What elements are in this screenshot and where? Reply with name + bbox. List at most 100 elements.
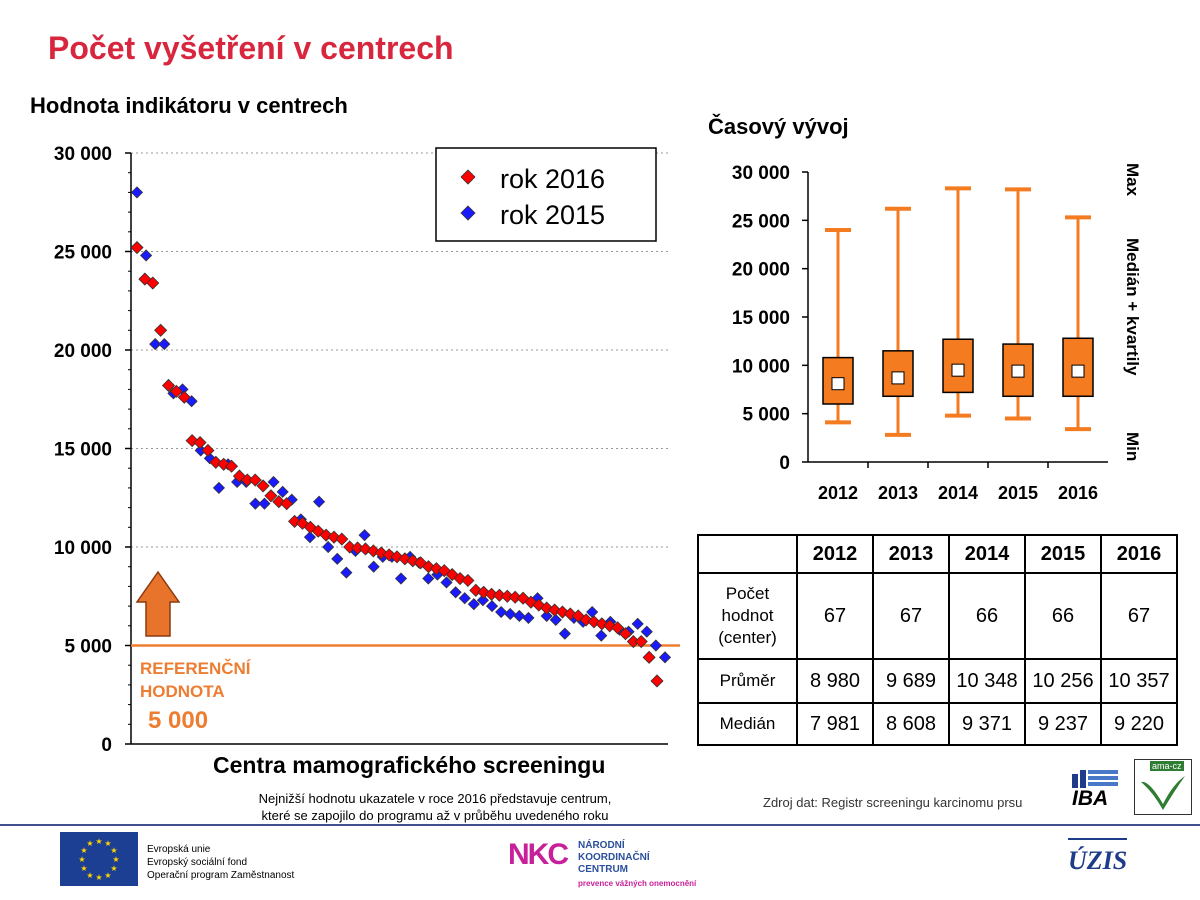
data-point-2015 xyxy=(130,186,144,199)
reference-label-line1: REFERENČNÍ xyxy=(140,659,251,678)
y-tick-label: 5 000 xyxy=(742,405,790,426)
data-point-2015 xyxy=(267,475,280,489)
stats-row-label-line: Počet xyxy=(725,584,770,603)
data-point-2015 xyxy=(449,586,462,599)
data-point-2016 xyxy=(500,589,514,603)
iba-logo-text: IBA xyxy=(1072,787,1109,810)
legend-label-2015: rok 2015 xyxy=(500,200,605,230)
y-tick-label: 10 000 xyxy=(732,356,790,377)
data-point-2016 xyxy=(335,532,349,546)
scatter-chart: 0 5 000 10 000 15 000 20 000 25 000 30 000 rok … xyxy=(54,144,680,756)
data-point-2015 xyxy=(504,607,517,621)
page-title: Počet vyšetření v centrech xyxy=(48,30,454,66)
side-label-min: Min xyxy=(1123,432,1142,461)
svg-text:★: ★ xyxy=(110,846,117,855)
stats-cell: 10 348 xyxy=(948,658,1026,704)
y-tick-label: 5 000 xyxy=(64,637,112,658)
data-point-2016 xyxy=(618,627,633,641)
stats-year-header: 2016 xyxy=(1100,534,1178,574)
stats-cell: 9 220 xyxy=(1100,702,1178,746)
data-point-2016 xyxy=(461,573,475,588)
data-point-2016 xyxy=(484,587,499,601)
median-marker xyxy=(831,377,845,391)
stats-row-median: Medián 7 981 8 608 9 371 9 237 9 220 xyxy=(697,702,1178,746)
stats-cell: 10 256 xyxy=(1024,658,1102,704)
y-tick-label: 15 000 xyxy=(54,440,112,461)
data-point-2016 xyxy=(280,497,294,511)
y-tick-label: 25 000 xyxy=(54,243,112,264)
ama-logo-text: ama-cz xyxy=(1150,761,1184,771)
data-point-2016 xyxy=(154,323,168,337)
eu-text-line1: Evropská unie xyxy=(147,844,211,855)
data-point-2015 xyxy=(422,572,435,585)
side-label-max: Max xyxy=(1123,163,1142,197)
data-point-2016 xyxy=(177,390,191,404)
reference-arrow xyxy=(135,570,181,637)
data-point-2015 xyxy=(513,609,526,623)
nkc-text: NÁRODNÍ KOORDINAČNÍ CENTRUM xyxy=(578,840,650,876)
svg-text:★: ★ xyxy=(110,864,117,873)
data-point-2015 xyxy=(522,611,535,624)
stats-corner-cell xyxy=(697,534,798,574)
data-point-2015 xyxy=(249,497,262,510)
svg-text:★: ★ xyxy=(86,839,93,848)
y-tick-label: 20 000 xyxy=(732,260,790,281)
stats-year-header: 2015 xyxy=(1024,534,1102,574)
y-tick-label: 30 000 xyxy=(54,144,112,165)
y-tick-label: 15 000 xyxy=(732,308,790,329)
stats-table: 2012 2013 2014 2015 2016 Počet hodnot (c… xyxy=(697,534,1178,746)
source-note: Zdroj dat: Registr screeningu karcinomu … xyxy=(763,795,1023,810)
data-point-2016 xyxy=(343,540,357,554)
data-point-2015 xyxy=(322,540,335,554)
svg-text:★: ★ xyxy=(104,871,111,880)
nkc-text-line3: CENTRUM xyxy=(578,864,628,875)
data-point-2016 xyxy=(193,436,207,450)
box-iqr xyxy=(942,338,974,394)
data-point-2016 xyxy=(492,588,506,602)
stats-cell: 67 xyxy=(872,572,950,660)
ama-logo xyxy=(1134,759,1192,815)
boxplot-chart: 0 5 000 10 000 15 000 20 000 25 000 30 000 2012… xyxy=(732,163,1142,503)
stats-row-label-line: hodnot xyxy=(721,606,774,625)
svg-text:★: ★ xyxy=(95,837,102,846)
svg-text:★: ★ xyxy=(95,873,102,882)
scatter-chart-title: Hodnota indikátoru v centrech xyxy=(30,93,348,118)
data-point-2016 xyxy=(224,459,239,473)
y-tick-label: 0 xyxy=(779,453,790,474)
nkc-logo: NKC xyxy=(508,838,569,871)
legend-marker-2015 xyxy=(460,205,476,221)
data-point-2015 xyxy=(640,625,653,638)
stats-row-label-line: (center) xyxy=(718,628,777,647)
data-point-2015 xyxy=(303,531,317,544)
data-point-2015 xyxy=(495,605,508,619)
data-point-2015 xyxy=(367,560,380,573)
y-tick-label: 20 000 xyxy=(54,341,112,362)
reference-value: 5 000 xyxy=(148,707,209,734)
stats-row-count: Počet hodnot (center) 67 67 66 66 67 xyxy=(697,572,1178,660)
data-point-2015 xyxy=(476,594,489,607)
box-iqr xyxy=(1002,343,1034,398)
data-point-2016 xyxy=(650,674,664,688)
y-tick-label: 25 000 xyxy=(732,211,790,232)
stats-cell: 67 xyxy=(796,572,874,660)
stats-cell: 8 980 xyxy=(796,658,874,704)
data-point-2016 xyxy=(611,621,625,635)
data-point-2016 xyxy=(264,489,278,503)
data-point-2016 xyxy=(248,473,262,487)
stats-cell: 9 237 xyxy=(1024,702,1102,746)
svg-text:★: ★ xyxy=(86,871,93,880)
data-point-2015 xyxy=(558,627,571,640)
y-tick-label: 0 xyxy=(101,735,112,756)
eu-text-line3: Operační program Zaměstnanost xyxy=(147,870,295,881)
legend-box xyxy=(435,147,657,242)
nkc-subtitle: prevence vážných onemocnění xyxy=(578,879,697,888)
stats-cell: 66 xyxy=(1024,572,1102,660)
stats-year-header: 2012 xyxy=(796,534,874,574)
data-point-2015 xyxy=(258,497,271,510)
data-point-2016 xyxy=(256,479,270,493)
eu-flag-icon: ★ ★★ ★★★ ★★★ ★★★ xyxy=(60,832,138,886)
side-label-median: Medián + kvartily xyxy=(1123,238,1142,376)
reference-label-line2: HODNOTA xyxy=(140,682,225,701)
data-point-2015 xyxy=(394,572,408,585)
svg-text:★: ★ xyxy=(80,846,87,855)
